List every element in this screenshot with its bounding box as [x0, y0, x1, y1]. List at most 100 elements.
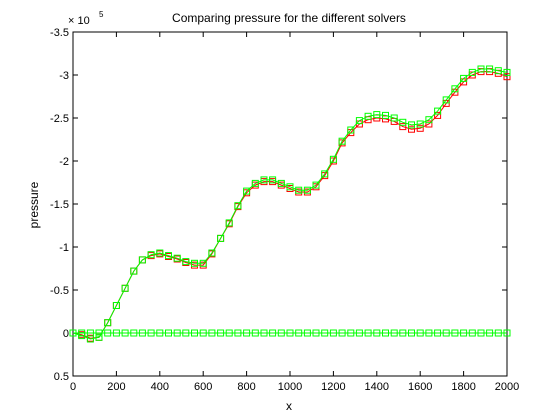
data-point-marker [321, 329, 329, 337]
data-point-marker [260, 329, 268, 337]
data-point-marker [355, 329, 363, 337]
data-point-marker [408, 329, 415, 337]
data-point-marker [347, 126, 355, 134]
data-point-marker [425, 116, 433, 124]
data-point-marker [390, 329, 398, 337]
data-point-marker [460, 329, 468, 337]
data-point-marker [434, 111, 442, 119]
data-point-marker [329, 155, 337, 163]
data-point-marker [425, 120, 433, 128]
data-point-marker [399, 329, 407, 337]
data-point-marker [260, 176, 268, 184]
data-point-marker [86, 329, 94, 337]
data-point-marker [503, 73, 511, 81]
x-tick-label: 600 [194, 381, 212, 393]
y-tick-label: -2.5 [50, 113, 69, 125]
data-point-marker [321, 170, 329, 178]
data-point-marker [269, 176, 277, 184]
data-point-marker [460, 74, 468, 82]
data-point-marker [416, 120, 424, 128]
data-point-marker [251, 329, 259, 337]
data-point-marker [199, 259, 207, 267]
data-point-marker [382, 329, 389, 337]
data-point-marker [442, 329, 450, 337]
data-point-marker [138, 329, 146, 337]
data-point-marker [165, 329, 172, 337]
data-point-marker [295, 329, 303, 337]
data-point-marker [138, 256, 146, 264]
data-point-marker [121, 284, 129, 292]
data-point-marker [494, 67, 502, 75]
x-tick-label: 0 [70, 381, 76, 393]
data-point-marker [277, 329, 285, 337]
data-point-marker [173, 254, 181, 262]
data-point-marker [477, 65, 485, 73]
data-point-marker [451, 329, 459, 337]
data-point-marker [251, 179, 259, 187]
data-point-marker [416, 124, 424, 132]
data-point-marker [503, 68, 511, 76]
data-point-marker [182, 258, 190, 266]
data-point-marker [390, 114, 398, 122]
data-point-marker [147, 329, 155, 337]
y-multiplier-label: × 10 [68, 15, 90, 27]
data-point-marker [364, 329, 372, 337]
data-point-marker [225, 329, 233, 337]
data-point-marker [208, 329, 216, 337]
axis-ticks: 0 200 400 600 800 1000 1200 1400 1600 1800 2000 -3.… [50, 27, 519, 393]
data-point-marker [382, 111, 389, 119]
data-point-marker [408, 121, 415, 129]
y-tick-label: -1 [59, 242, 69, 254]
data-point-marker [69, 329, 77, 337]
data-point-marker [503, 329, 511, 337]
data-point-marker [147, 251, 155, 259]
data-point-marker [95, 333, 103, 341]
y-axis-label: pressure [27, 181, 41, 228]
series-layer [69, 65, 511, 343]
x-tick-label: 2000 [495, 381, 519, 393]
data-point-marker [399, 123, 407, 131]
data-point-marker [112, 302, 120, 309]
data-point-marker [408, 125, 415, 133]
y-tick-label: -1.5 [50, 199, 69, 211]
data-point-marker [78, 329, 86, 337]
data-point-marker [243, 187, 251, 195]
data-point-marker [373, 329, 381, 337]
x-tick-label: 1400 [365, 381, 389, 393]
y-tick-label: -3 [59, 70, 69, 82]
y-tick-label: 0 [63, 328, 69, 340]
x-tick-label: 1200 [321, 381, 345, 393]
data-point-marker [486, 65, 494, 73]
x-tick-label: 400 [151, 381, 169, 393]
data-point-marker [286, 183, 294, 191]
y-tick-label: -3.5 [50, 27, 69, 39]
data-point-marker [191, 259, 198, 267]
x-tick-label: 1600 [408, 381, 432, 393]
data-point-marker [199, 329, 207, 337]
data-point-marker [468, 68, 476, 76]
data-point-marker [451, 85, 459, 93]
data-point-marker [112, 329, 120, 337]
chart-title: Comparing pressure for the different sol… [172, 11, 406, 25]
data-point-marker [312, 181, 320, 189]
data-point-marker [303, 186, 311, 194]
data-point-marker [277, 179, 285, 187]
data-point-marker [165, 252, 172, 260]
data-point-marker [269, 329, 277, 337]
data-point-marker [338, 329, 346, 337]
data-point-marker [225, 219, 233, 227]
data-point-marker [442, 96, 450, 104]
data-point-marker [329, 329, 337, 337]
data-point-marker [156, 329, 164, 337]
data-point-marker [173, 329, 181, 337]
data-point-marker [355, 117, 363, 125]
data-point-marker [182, 329, 190, 337]
data-point-marker [130, 329, 138, 337]
data-point-marker [364, 112, 372, 120]
data-point-marker [434, 107, 442, 115]
data-point-marker [312, 329, 320, 337]
x-tick-label: 800 [237, 381, 255, 393]
data-point-marker [468, 329, 476, 337]
data-point-marker [494, 329, 502, 337]
